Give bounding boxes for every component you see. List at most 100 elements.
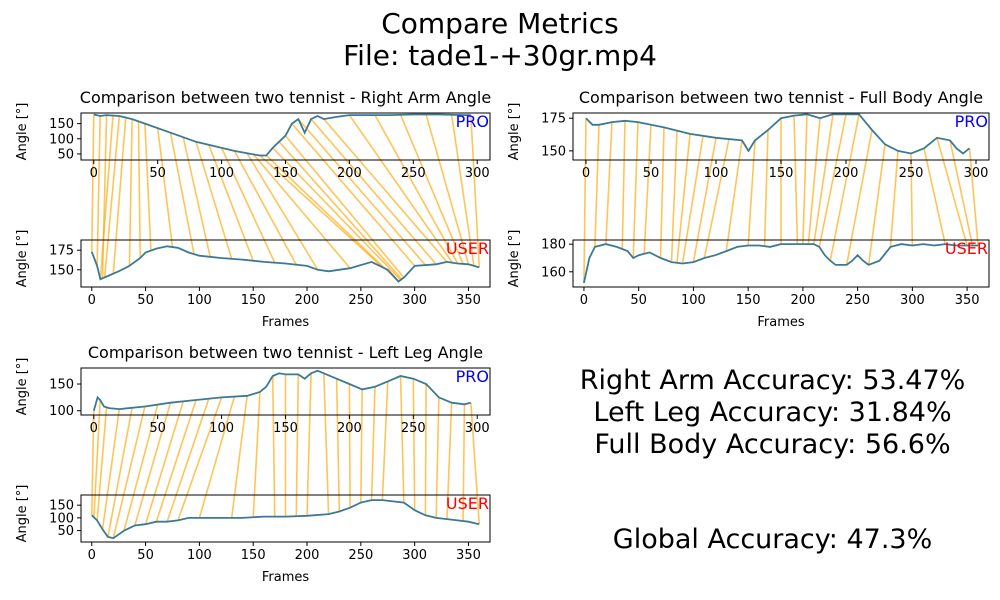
y-tick-label: 100 [49,132,74,147]
x-tick-label: 200 [337,166,362,181]
full-body-warp-link [845,129,873,266]
right-arm-warp-link [182,137,211,258]
full-body-title: Comparison between two tennist - Full Bo… [579,88,983,107]
left-leg-warp-link [381,381,389,501]
right-arm-xlabel: Frames [262,315,310,330]
right-arm-warp-link [208,144,254,262]
left-leg-warp-link [424,384,427,516]
x-tick-label: 350 [456,293,481,308]
right-arm-warp-link [425,114,470,265]
y-tick-label: 100 [49,511,74,526]
full-body-user-frame [572,239,990,288]
x-tick-label: 0 [580,293,588,308]
x-tick-label: 200 [295,548,320,563]
left-leg-warp-link [252,391,261,518]
right-arm-warp-link [156,128,174,248]
left-leg-warp-link [360,389,363,503]
full-body-warp-link [829,114,860,261]
right-arm-warp-link [137,121,141,259]
figure-title: Compare Metrics [381,7,619,40]
x-tick-label: 150 [241,548,266,563]
x-tick-label: 250 [401,421,426,436]
right-arm-pro-tag: PRO [456,112,489,131]
x-tick-label: 150 [769,166,794,181]
full-body-pro-ylabel: Angle [°] [507,103,522,161]
x-tick-label: 200 [295,293,320,308]
left-leg-warp-link [230,395,248,518]
x-tick-label: 50 [137,293,154,308]
x-tick-label: 0 [88,548,96,563]
left-leg-warp-link [198,396,236,519]
full-body-warp-link [949,140,974,246]
x-tick-label: 300 [964,166,989,181]
full-body-pro-tag: PRO [955,112,988,131]
left-leg-warp-link [435,397,440,518]
y-tick-label: 100 [49,404,74,419]
x-tick-label: 0 [582,166,590,181]
x-tick-label: 250 [401,166,426,181]
x-tick-label: 50 [643,166,660,181]
y-tick-label: 180 [541,238,566,253]
full-body-warp-link [632,122,639,258]
x-tick-label: 250 [899,166,924,181]
full-body-warp-link [923,148,946,245]
y-tick-label: 175 [49,244,74,259]
right-arm-warp-link [220,147,276,264]
x-tick-label: 0 [90,166,98,181]
right-arm-warp-link [470,115,481,268]
full-body-warp-link [910,153,914,246]
right-arm-user-frame [80,239,491,288]
full-body-user-panel: 0 50 100 150 200 250 300 350 160 180 Angle [°] USER [507,230,990,308]
right-arm-warp-link [284,135,405,279]
right-arm-warp-link [96,116,101,266]
right-arm-warp-links [90,114,481,283]
right-arm-warp-link [450,114,475,266]
full-body-warp-link [676,133,691,263]
x-tick-label: 250 [348,293,373,308]
full-body-warp-link [583,118,587,283]
x-tick-label: 50 [137,548,154,563]
left-leg-warp-link [96,407,108,521]
left-leg-pro-ylabel: Angle [°] [15,358,30,416]
x-tick-label: 150 [273,166,298,181]
full-body-user-ylabel: Angle [°] [507,230,522,288]
left-leg-warp-link [462,404,466,522]
right-arm-title: Comparison between two tennist - Right A… [80,88,491,107]
full-body-warp-link [605,122,613,245]
x-tick-label: 100 [187,293,212,308]
right-arm-warp-link [291,123,416,267]
left-leg-pro-line [92,369,472,411]
left-leg-warp-link [306,373,312,516]
x-tick-label: 150 [736,293,761,308]
right-arm-warp-link [348,114,453,264]
left-leg-title: Comparison between two tennist - Left Le… [88,343,483,362]
x-tick-label: 50 [630,293,647,308]
x-tick-label: 100 [187,548,212,563]
full-body-warp-link [692,137,717,263]
right-arm-user-tag: USER [446,239,489,258]
full-body-warp-link [889,150,899,247]
x-tick-label: 300 [465,166,490,181]
full-body-warp-link [659,127,665,258]
right-arm-user-line [90,245,480,283]
left-leg-user-tag: USER [446,494,489,513]
left-leg-warp-link [155,399,197,522]
x-tick-label: 100 [704,166,729,181]
right-arm-warp-link [169,132,195,255]
left-leg-warp-link [144,401,185,525]
x-tick-label: 0 [88,293,96,308]
right-arm-warp-link [99,115,114,280]
full-body-warp-link [936,137,968,246]
figure-subtitle: File: tade1-+30gr.mp4 [343,39,657,72]
x-tick-label: 0 [90,421,98,436]
full-body-warp-link [807,118,821,245]
left-leg-warp-link [399,375,405,503]
right-arm-warp-link [259,154,383,268]
y-tick-label: 50 [57,147,74,162]
y-tick-label: 150 [49,117,74,132]
left-leg-warp-link [470,402,481,525]
left-leg-warp-link [295,374,300,517]
full-body-warp-link [802,114,808,245]
right-arm-warp-link [103,115,121,278]
